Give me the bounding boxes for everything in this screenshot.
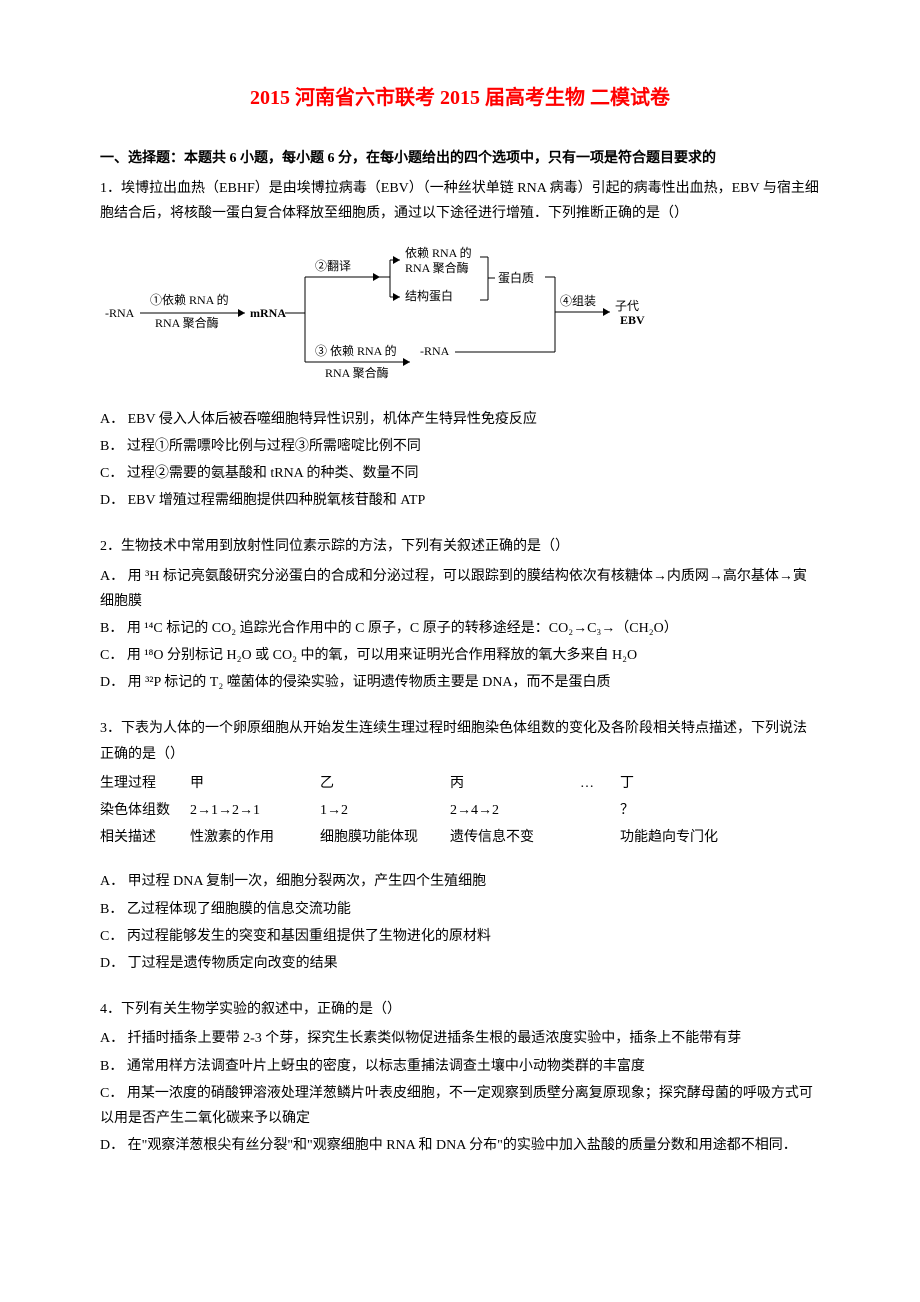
- cell: 功能趋向专门化: [620, 825, 740, 850]
- diagram-rnapoly2: RNA 聚合酶: [405, 260, 469, 275]
- diagram-step2: ②翻译: [315, 259, 351, 273]
- q1-optB: B． 过程①所需嘌呤比例与过程③所需嘧啶比例不同: [100, 434, 820, 459]
- diagram-step1: ①依赖 RNA 的: [150, 292, 229, 307]
- diagram-offspring: 子代: [615, 299, 639, 313]
- cell: 生理过程: [100, 771, 190, 796]
- cell: 乙: [320, 771, 450, 796]
- q4-stem: 4．下列有关生物学实验的叙述中，正确的是（）: [100, 997, 820, 1022]
- q3-stem: 3．下表为人体的一个卵原细胞从开始发生连续生理过程时细胞染色体组数的变化及各阶段…: [100, 716, 820, 766]
- q3-optD: D． 丁过程是遗传物质定向改变的结果: [100, 951, 820, 976]
- diagram-deprna: 依赖 RNA 的: [405, 245, 472, 260]
- diagram-minus-rna: -RNA: [105, 306, 135, 320]
- q2-optC: C． 用 ¹⁸O 分别标记 H₂O 或 CO₂ 中的氧，可以用来证明光合作用释放…: [100, 643, 820, 668]
- q1-optC: C． 过程②需要的氨基酸和 tRNA 的种类、数量不同: [100, 461, 820, 486]
- cell: 性激素的作用: [190, 825, 320, 850]
- q3-optA: A． 甲过程 DNA 复制一次，细胞分裂两次，产生四个生殖细胞: [100, 869, 820, 894]
- cell: 相关描述: [100, 825, 190, 850]
- diagram-rnapoly3: RNA 聚合酶: [325, 365, 389, 380]
- cell: 1→2: [320, 798, 450, 823]
- diagram-ebv: EBV: [620, 313, 645, 327]
- table-row: 生理过程 甲 乙 丙 … 丁: [100, 771, 820, 796]
- q4-optC: C． 用某一浓度的硝酸钾溶液处理洋葱鳞片叶表皮细胞，不一定观察到质壁分离复原现象…: [100, 1081, 820, 1131]
- q3-optC: C． 丙过程能够发生的突变和基因重组提供了生物进化的原材料: [100, 924, 820, 949]
- cell: [580, 798, 620, 823]
- diagram-minus-rna2: -RNA: [420, 344, 450, 358]
- q1-stem: 1．埃博拉出血热（EBHF）是由埃博拉病毒（EBV）（一种丝状单链 RNA 病毒…: [100, 176, 820, 226]
- page-title: 2015 河南省六市联考 2015 届高考生物 二模试卷: [100, 80, 820, 116]
- diagram-rnapoly: RNA 聚合酶: [155, 315, 219, 330]
- q3-optB: B． 乙过程体现了细胞膜的信息交流功能: [100, 897, 820, 922]
- q4-optA: A． 扦插时插条上要带 2‐3 个芽，探究生长素类似物促进插条生根的最适浓度实验…: [100, 1026, 820, 1051]
- q1-diagram: -RNA ①依赖 RNA 的 RNA 聚合酶 mRNA ②翻译 依赖 RNA 的…: [100, 242, 820, 392]
- diagram-step4: ④组装: [560, 294, 596, 308]
- cell: 2→1→2→1: [190, 798, 320, 823]
- section-head: 一、选择题：本题共 6 小题，每小题 6 分，在每小题给出的四个选项中，只有一项…: [100, 146, 820, 171]
- q4-optB: B． 通常用样方法调查叶片上蚜虫的密度，以标志重捕法调查土壤中小动物类群的丰富度: [100, 1054, 820, 1079]
- cell: …: [580, 771, 620, 796]
- cell: 丁: [620, 771, 740, 796]
- q4-optD: D． 在"观察洋葱根尖有丝分裂"和"观察细胞中 RNA 和 DNA 分布"的实验…: [100, 1133, 820, 1158]
- diagram-step3: ③ 依赖 RNA 的: [315, 343, 397, 358]
- q2-optB: B． 用 ¹⁴C 标记的 CO₂ 追踪光合作用中的 C 原子，C 原子的转移途经…: [100, 616, 820, 641]
- cell: 甲: [190, 771, 320, 796]
- cell: [580, 825, 620, 850]
- cell: 丙: [450, 771, 580, 796]
- cell: 2→4→2: [450, 798, 580, 823]
- q1-optA: A． EBV 侵入人体后被吞噬细胞特异性识别，机体产生特异性免疫反应: [100, 407, 820, 432]
- q2-optD: D． 用 ³²P 标记的 T₂ 噬菌体的侵染实验，证明遗传物质主要是 DNA，而…: [100, 670, 820, 695]
- q2-optA: A． 用 ³H 标记亮氨酸研究分泌蛋白的合成和分泌过程，可以跟踪到的膜结构依次有…: [100, 564, 820, 614]
- cell: 遗传信息不变: [450, 825, 580, 850]
- table-row: 染色体组数 2→1→2→1 1→2 2→4→2 ？: [100, 798, 820, 823]
- q1-optD: D． EBV 增殖过程需细胞提供四种脱氧核苷酸和 ATP: [100, 488, 820, 513]
- q2-stem: 2．生物技术中常用到放射性同位素示踪的方法，下列有关叙述正确的是（）: [100, 534, 820, 559]
- cell: ？: [620, 798, 740, 823]
- diagram-mrna: mRNA: [250, 306, 286, 320]
- cell: 细胞膜功能体现: [320, 825, 450, 850]
- diagram-structprotein: 结构蛋白: [405, 288, 453, 303]
- diagram-protein: 蛋白质: [498, 270, 534, 285]
- cell: 染色体组数: [100, 798, 190, 823]
- table-row: 相关描述 性激素的作用 细胞膜功能体现 遗传信息不变 功能趋向专门化: [100, 825, 820, 850]
